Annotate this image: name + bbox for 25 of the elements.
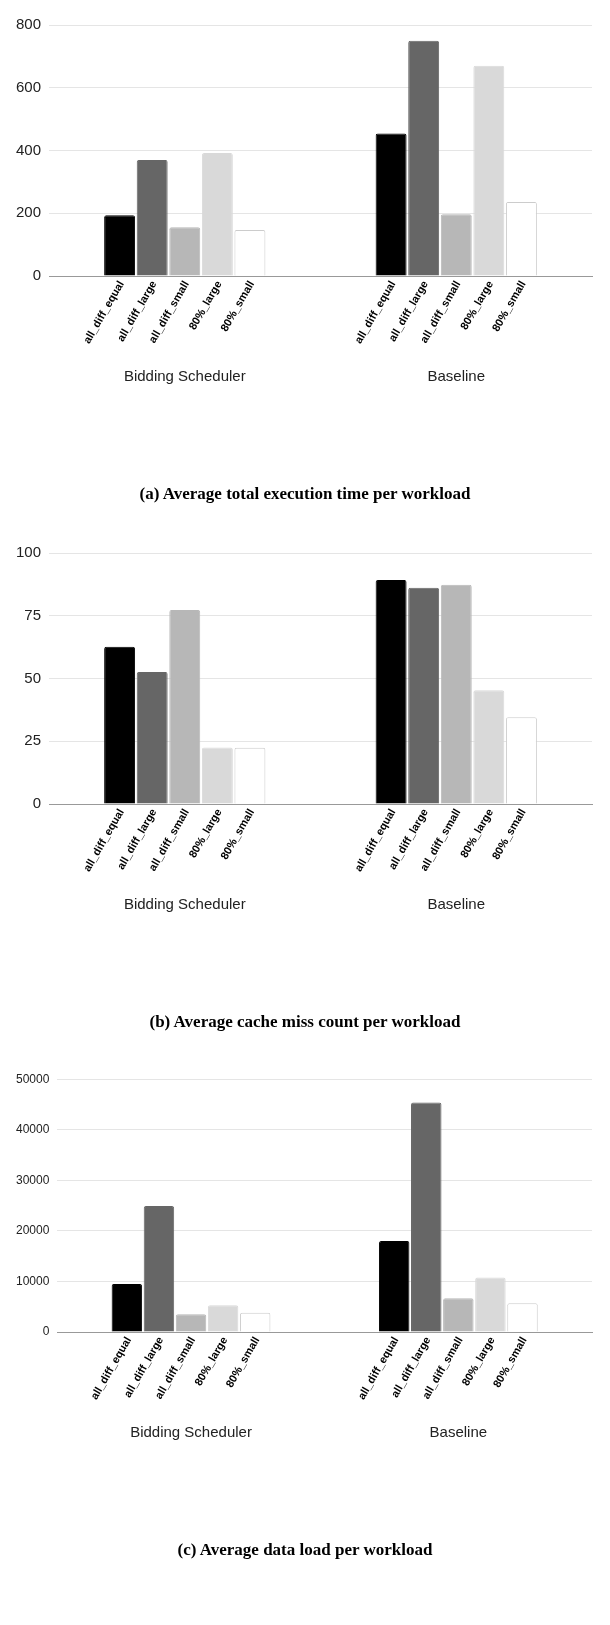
x-tick-label: Baseline [427,895,486,913]
y-tick-label: 600 [16,77,42,95]
x-tick-label: Bidding Scheduler [123,367,246,385]
text: (a) Average total execution time per workload [138,483,472,505]
y-tick-label: 0 [32,794,42,812]
y-tick-label: 30000 [15,1172,50,1187]
y-tick-label: 50000 [15,1071,50,1086]
text: (b) Average cache miss count per workload [148,1011,462,1033]
x-tick-label: Baseline [427,367,486,385]
y-tick-label: 800 [16,15,42,33]
y-tick-label: 75 [24,605,42,623]
y-tick-label: 20000 [15,1223,50,1238]
y-tick-label: 0 [42,1324,50,1339]
y-tick-label: 10000 [15,1273,50,1288]
text: (c) Average data load per workload [176,1539,434,1561]
y-tick-label: 50 [24,668,42,686]
y-tick-label: 0 [32,266,42,284]
x-tick-label: Bidding Scheduler [123,895,246,913]
y-tick-label: 400 [16,140,42,158]
y-tick-label: 100 [16,543,42,561]
x-tick-label: Baseline [429,1423,488,1441]
y-tick-label: 40000 [15,1122,50,1137]
x-tick-label: Bidding Scheduler [130,1423,252,1441]
y-tick-label: 25 [24,731,42,749]
y-tick-label: 200 [16,203,42,221]
